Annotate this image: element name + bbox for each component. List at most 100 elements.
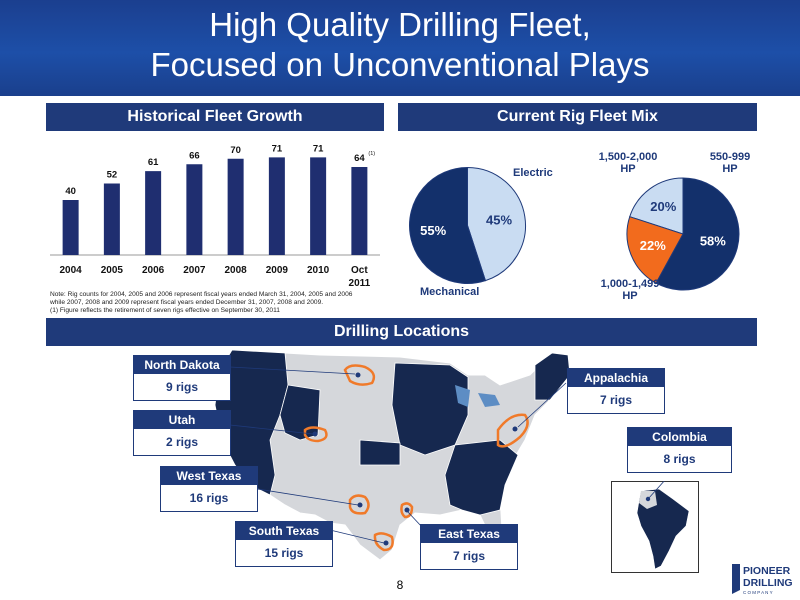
section-fleet-growth: Historical Fleet Growth [46,103,384,131]
x-tick-label: 2010 [307,265,330,276]
pie-value-label: 45% [486,213,512,228]
leader-appalachia [517,382,567,428]
logo-line-2: DRILLING [743,577,793,589]
basin-appalachia [496,413,529,448]
location-appalachia-rigs: 7 rigs [599,393,632,407]
location-colombia: Colombia 8 rigs [627,427,732,473]
bar-value-label: 71 [313,143,324,154]
leader-colombia [647,481,665,500]
hp-1500-2000-range: 1,500-2,000 [598,151,658,163]
x-tick-label: 2008 [225,265,248,276]
pie-value-label: 58% [700,234,726,249]
logo-line-3: C O M P A N Y [743,590,773,595]
hp-1000-1499-range: 1,000-1,499 [600,278,660,290]
location-colombia-rigs: 8 rigs [663,452,696,466]
south-america-shape [636,488,690,570]
bar-2009 [268,157,285,255]
x-tick-label: 2011 [349,278,371,289]
hp-1000-1499-label: 1,000-1,499 HP [590,278,670,302]
logo-flag-icon [732,564,740,594]
pie-slice-electric [467,166,526,282]
basin-north-dakota [343,364,376,386]
footnote: Note: Rig counts for 2004, 2005 and 2006… [50,291,380,315]
bar-2006 [145,171,162,255]
location-utah-name: Utah [134,411,230,429]
leader-utah [229,424,314,435]
map-dark-region-plains [359,439,401,466]
leader-east-texas [406,510,423,528]
location-west-texas-rigs: 16 rigs [189,491,229,505]
basin-utah [303,426,328,443]
bar-value-label: 66 [189,150,200,161]
location-south-texas: South Texas 15 rigs [235,521,333,567]
bar-value-label: 61 [148,157,159,168]
location-east-texas-rigs: 7 rigs [452,549,485,563]
bar-value-label: 40 [65,186,76,197]
location-south-texas-name: South Texas [236,522,332,540]
location-north-dakota-name: North Dakota [134,356,230,374]
page-number: 8 [396,578,404,592]
pie-value-label: 55% [420,223,446,238]
map-dark-region-midwest [391,362,469,456]
x-tick-label: 2009 [266,265,289,276]
location-appalachia-name: Appalachia [568,369,664,387]
location-south-texas-rigs: 15 rigs [264,546,304,560]
south-america-inset [611,481,699,573]
pie-slice-1-000-1-499-hp [655,177,740,291]
hp-1500-2000-label: 1,500-2,000 HP [592,151,664,175]
footnote-line-3: (1) Figure reflects the retirement of se… [50,307,280,314]
pie-slice-550-999-hp [629,177,684,235]
location-utah: Utah 2 rigs [133,410,231,456]
title-line-2: Focused on Unconventional Plays [150,46,650,83]
basin-south-texas [373,532,394,552]
location-appalachia: Appalachia 7 rigs [567,368,665,414]
footnote-line-2: while 2007, 2008 and 2009 represent fisc… [50,299,324,306]
bar-2004 [62,200,79,255]
hp-1000-1499-unit: HP [622,290,638,302]
pie-value-label: 22% [640,238,666,253]
x-tick-label: 2004 [60,265,83,276]
mechanical-label: Mechanical [420,286,480,298]
bar-2010 [310,157,327,255]
section-locations: Drilling Locations [46,318,757,346]
basin-west-texas [348,494,370,515]
leader-north-dakota [229,366,356,375]
logo-line-1: PIONEER [743,565,791,577]
title-line-1: High Quality Drilling Fleet, [209,6,591,43]
location-utah-rigs: 2 rigs [165,435,198,449]
bar-2005 [103,183,120,255]
bar-2007 [186,164,203,255]
us-map [214,349,571,561]
fleet-growth-bar-chart: 40 2004 52 2005 61 2006 66 2007 70 2008 71 2009 71 20… [50,143,380,289]
footnote-line-1: Note: Rig counts for 2004, 2005 and 2006… [50,291,353,298]
location-east-texas: East Texas 7 rigs [420,524,518,570]
bar-value-label: 70 [230,145,241,156]
hp-1500-2000-unit: HP [620,163,636,175]
x-tick-label: Oct [351,265,368,276]
bar-value-label: 64 [354,153,365,164]
location-west-texas-name: West Texas [161,467,257,485]
great-lakes [455,385,500,407]
x-tick-label: 2007 [183,265,206,276]
electric-mechanical-pie-chart: 45% 55% [409,166,526,284]
x-tick-label: 2006 [142,265,165,276]
map-dark-region-southeast [444,439,519,516]
hp-550-999-range: 550-999 [709,151,751,163]
bar-oct-2011 [351,167,368,255]
map-dark-region-mountain [279,384,321,441]
electric-label: Electric [513,167,553,179]
pie-slice-1-500-2-000-hp [626,216,684,284]
hp-550-999-unit: HP [722,163,738,175]
bar-value-label: 52 [107,170,118,181]
location-east-texas-name: East Texas [421,525,517,543]
bar-value-label: 71 [272,143,283,154]
map-dark-region-northeast [534,352,571,401]
bar-2008 [227,158,244,255]
hp-550-999-label: 550-999 HP [700,151,760,175]
pie-value-label: 20% [650,199,676,214]
location-west-texas: West Texas 16 rigs [160,466,258,512]
title-band: High Quality Drilling Fleet, Focused on … [0,0,800,96]
location-colombia-name: Colombia [628,428,731,446]
leader-south-texas [329,529,385,544]
x-tick-label: 2005 [101,265,124,276]
